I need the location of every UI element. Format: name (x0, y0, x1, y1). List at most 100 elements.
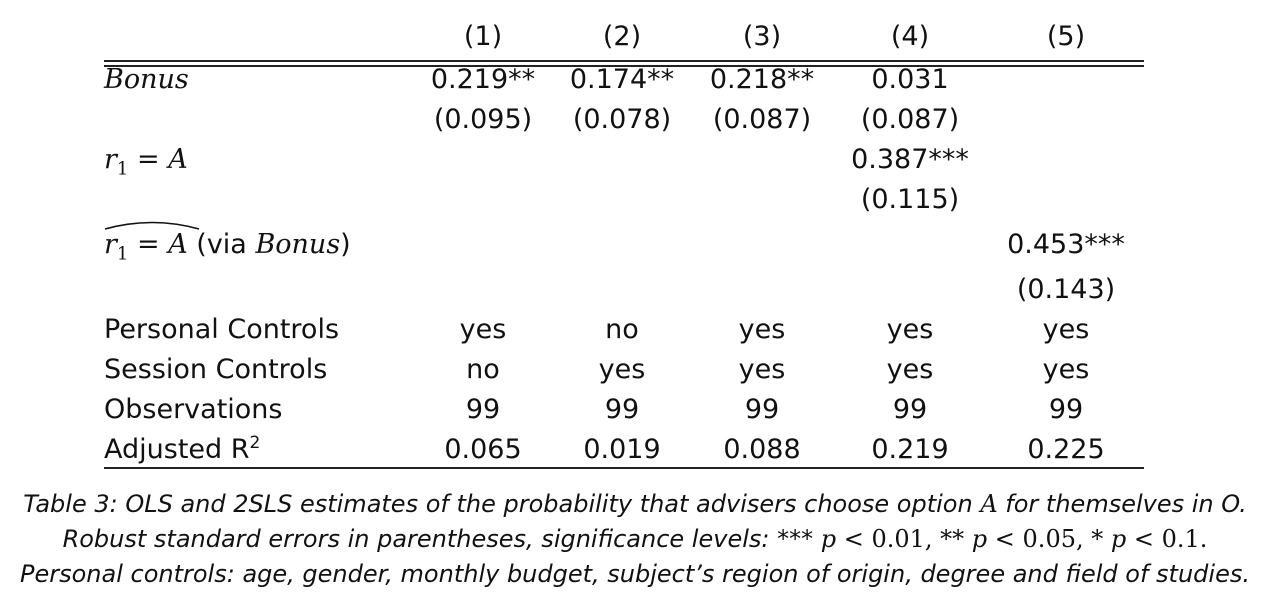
table-row-bonus-se: (0.095) (0.078) (0.087) (0.087) (104, 100, 1144, 140)
header-blank (104, 14, 414, 60)
caption-line-1: Table 3: OLS and 2SLS estimates of the p… (0, 487, 1270, 522)
close-paren: ) (340, 229, 351, 260)
cell: 0.219** (430, 64, 536, 95)
table-row-adjusted-r2: Adjusted R2 0.065 0.019 0.088 0.219 0.22… (104, 430, 1144, 470)
cell: yes (886, 314, 934, 345)
cell: yes (738, 314, 786, 345)
a-symbol: A (168, 144, 188, 175)
cell: 99 (465, 394, 501, 425)
caption-line-3: Personal controls: age, gender, monthly … (20, 560, 1250, 588)
cell: 99 (744, 394, 780, 425)
subscript-one: 1 (116, 158, 129, 180)
column-header: (4) (890, 21, 930, 52)
cell: (0.087) (712, 104, 812, 135)
cell: 99 (1048, 394, 1084, 425)
subscript-one: 1 (116, 243, 129, 265)
column-header: (5) (1046, 21, 1086, 52)
regression-table: (1) (2) (3) (4) (5) Bonus 0.219** 0.174*… (104, 14, 1144, 470)
r-symbol: r (104, 229, 117, 260)
adjusted-r-text: Adjusted R (104, 434, 250, 465)
cell (988, 100, 1144, 140)
row-label-empty (104, 100, 414, 140)
table-caption: Table 3: OLS and 2SLS estimates of the p… (0, 487, 1270, 592)
column-header: (2) (602, 21, 642, 52)
cell (414, 180, 552, 220)
cell: no (605, 314, 639, 345)
row-label-adjusted-r2: Adjusted R2 (104, 430, 414, 470)
via-text: (via (196, 229, 247, 260)
cell: yes (459, 314, 507, 345)
r-symbol: r (104, 144, 117, 175)
caption-text: Table 3: OLS and 2SLS estimates of the p… (23, 490, 981, 518)
cell: 0.387*** (851, 144, 969, 175)
table-row-r1-hat-via-bonus: r1 = A (via Bonus) 0.453*** (104, 220, 1144, 270)
table-row-r1-equals-a: r1 = A 0.387*** (104, 140, 1144, 180)
top-rule-2 (104, 65, 1144, 67)
column-header: (1) (463, 21, 503, 52)
row-label-r1-hat-via-bonus: r1 = A (via Bonus) (104, 220, 414, 270)
cell: 99 (892, 394, 928, 425)
row-label: Session Controls (104, 354, 328, 385)
cell: yes (1042, 354, 1090, 385)
cell (988, 180, 1144, 220)
cell (414, 140, 552, 180)
cell (414, 270, 552, 310)
hat-expression: r1 = A (104, 220, 200, 270)
row-label-empty (104, 180, 414, 220)
table-row-bonus: Bonus 0.219** 0.174** 0.218** 0.031 (104, 60, 1144, 100)
cell (552, 140, 692, 180)
cell: 0.453*** (1007, 229, 1125, 260)
cell (988, 60, 1144, 100)
cell (552, 220, 692, 270)
caption-text: Robust standard errors in parentheses, s… (62, 525, 821, 553)
caption-math: < 0.1. (1126, 525, 1208, 553)
table-row-r1-hat-se: (0.143) (104, 270, 1144, 310)
cell: 0.065 (444, 434, 522, 465)
cell: 0.019 (583, 434, 661, 465)
cell: yes (1042, 314, 1090, 345)
cell: yes (738, 354, 786, 385)
row-label: Personal Controls (104, 314, 340, 345)
cell (552, 180, 692, 220)
cell: yes (886, 354, 934, 385)
cell: no (466, 354, 500, 385)
cell (692, 180, 832, 220)
cell (692, 220, 832, 270)
table-row-r1-se: (0.115) (104, 180, 1144, 220)
table-row-session-controls: Session Controls no yes yes yes yes (104, 350, 1144, 390)
cell: 0.218** (709, 64, 815, 95)
bonus-label: Bonus (104, 64, 189, 95)
caption-math: A (980, 490, 998, 518)
cell: (0.115) (860, 184, 960, 215)
caption-line-2: Robust standard errors in parentheses, s… (0, 522, 1270, 557)
cell: 0.088 (723, 434, 801, 465)
cell (692, 270, 832, 310)
column-header-row: (1) (2) (3) (4) (5) (104, 14, 1144, 60)
a-symbol: A (168, 229, 188, 260)
cell: 0.225 (1027, 434, 1105, 465)
wide-hat-icon (104, 221, 200, 230)
caption-math: < 0.05, * (987, 525, 1111, 553)
row-label-empty (104, 270, 414, 310)
cell: 0.031 (871, 64, 949, 95)
table-row-observations: Observations 99 99 99 99 99 (104, 390, 1144, 430)
column-header: (3) (742, 21, 782, 52)
bottom-rule (104, 467, 1144, 469)
caption-text: for themselves in O. (997, 490, 1247, 518)
cell: (0.143) (1016, 274, 1116, 305)
cell (414, 220, 552, 270)
cell (692, 140, 832, 180)
row-label: Observations (104, 394, 283, 425)
cell: (0.078) (572, 104, 672, 135)
caption-math: p (820, 525, 837, 553)
cell (552, 270, 692, 310)
cell: 0.219 (871, 434, 949, 465)
row-label-r1-equals-a: r1 = A (104, 140, 414, 180)
cell: 99 (604, 394, 640, 425)
row-label-bonus: Bonus (104, 60, 414, 100)
cell: (0.095) (433, 104, 533, 135)
cell: yes (598, 354, 646, 385)
equals-sign: = (136, 229, 160, 260)
bonus-label: Bonus (255, 229, 341, 260)
cell (832, 270, 988, 310)
